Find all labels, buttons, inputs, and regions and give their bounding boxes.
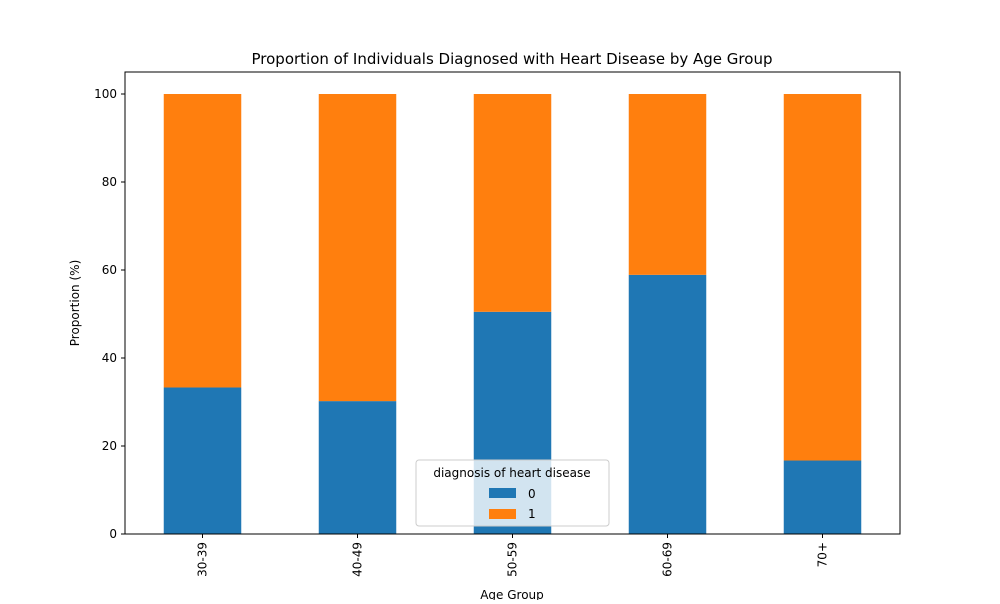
- bar-30-39-series-0: [163, 387, 242, 534]
- x-tick-label: 60-69: [661, 542, 675, 577]
- bar-40-49-series-1: [318, 94, 397, 402]
- legend-swatch-0: [489, 488, 516, 498]
- legend-title: diagnosis of heart disease: [433, 466, 590, 480]
- x-axis-label: Age Group: [480, 588, 544, 600]
- bar-60-69-series-1: [628, 94, 707, 275]
- plot-frame: [124, 71, 901, 535]
- y-axis: 0 20 40 60 80 100: [94, 87, 125, 541]
- legend: diagnosis of heart disease 0 1: [415, 459, 610, 527]
- y-tick-label: 40: [102, 351, 117, 365]
- y-tick-label: 0: [109, 527, 117, 541]
- x-tick-label: 40-49: [351, 542, 365, 577]
- chart-title: Proportion of Individuals Diagnosed with…: [252, 50, 773, 68]
- y-axis-label: Proportion (%): [68, 260, 82, 347]
- y-tick-label: 20: [102, 439, 117, 453]
- x-tick-label: 50-59: [506, 542, 520, 577]
- x-tick-label: 30-39: [196, 542, 210, 577]
- bar-60-69-series-0: [628, 274, 707, 534]
- y-tick-label: 80: [102, 175, 117, 189]
- legend-swatch-1: [489, 509, 516, 519]
- bar-30-39-series-1: [163, 94, 242, 388]
- bar-70+-series-0: [783, 460, 862, 534]
- x-axis: 30-39 40-49 50-59 60-69 70+: [196, 534, 830, 577]
- legend-label-1: 1: [528, 507, 536, 521]
- y-tick-label: 60: [102, 263, 117, 277]
- x-tick-label: 70+: [816, 542, 830, 567]
- y-tick-label: 100: [94, 87, 117, 101]
- bar-40-49-series-0: [318, 401, 397, 534]
- legend-label-0: 0: [528, 487, 536, 501]
- bar-50-59-series-1: [473, 94, 552, 312]
- bar-70+-series-1: [783, 94, 862, 461]
